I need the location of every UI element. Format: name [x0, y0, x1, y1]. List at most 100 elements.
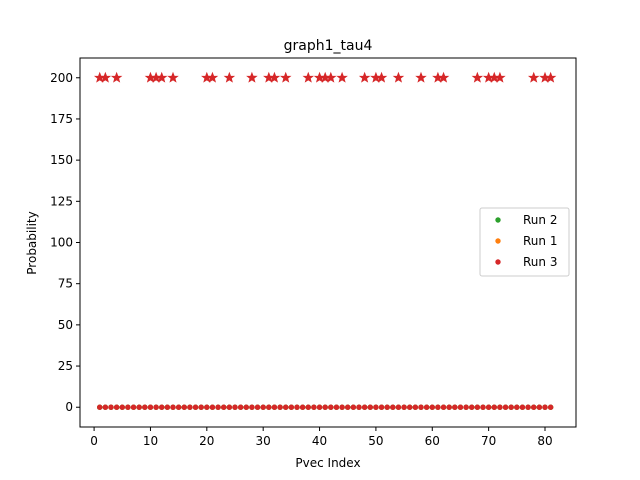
data-point — [142, 404, 148, 410]
data-point-star — [544, 71, 557, 83]
data-point — [328, 404, 334, 410]
data-point — [339, 404, 345, 410]
data-point — [232, 404, 238, 410]
data-point — [243, 404, 249, 410]
data-point — [547, 404, 554, 410]
data-point — [254, 404, 261, 410]
x-tick-label: 40 — [312, 434, 327, 448]
data-point — [311, 404, 317, 410]
series-unlabeled-stars — [93, 71, 557, 83]
x-tick-label: 70 — [481, 434, 496, 448]
data-point — [469, 404, 475, 410]
data-point — [181, 404, 187, 410]
data-point — [170, 404, 176, 410]
data-point-star — [279, 71, 292, 83]
y-tick-label: 150 — [50, 153, 73, 167]
data-point — [350, 404, 357, 410]
data-point-star — [437, 71, 450, 83]
data-point — [283, 404, 289, 410]
data-point-star — [336, 71, 348, 83]
data-point — [164, 404, 171, 410]
data-point — [497, 404, 503, 410]
data-point — [322, 404, 328, 410]
y-tick-label: 100 — [50, 236, 73, 250]
legend-box — [479, 207, 570, 277]
data-point — [97, 404, 103, 410]
y-tick-label: 50 — [58, 318, 73, 332]
data-point — [305, 404, 311, 410]
data-point — [435, 404, 441, 410]
x-tick-label: 0 — [90, 434, 98, 448]
data-point — [153, 404, 159, 410]
x-tick-label: 80 — [537, 434, 552, 448]
y-axis: 0 25 50 75 100 125 150 175 200 — [50, 71, 80, 414]
data-point — [401, 404, 407, 410]
y-tick-label: 200 — [50, 71, 73, 85]
data-point — [136, 404, 142, 410]
x-tick-label: 60 — [425, 434, 440, 448]
data-point — [485, 404, 492, 410]
data-point-star — [471, 71, 484, 83]
data-point — [215, 404, 221, 410]
data-point — [491, 404, 497, 410]
data-point — [463, 404, 469, 410]
data-point — [502, 404, 509, 410]
data-point — [266, 404, 272, 410]
data-point — [187, 404, 193, 410]
data-point — [130, 404, 137, 410]
data-point — [271, 404, 278, 410]
x-tick-label: 50 — [368, 434, 383, 448]
data-point-star — [415, 71, 427, 83]
chart-title: graph1_tau4 — [284, 38, 373, 54]
data-point — [395, 404, 402, 410]
data-point-star — [268, 71, 281, 83]
data-point-star — [527, 71, 540, 83]
data-point — [249, 404, 255, 410]
data-point — [102, 404, 109, 410]
data-point — [446, 404, 452, 410]
data-point — [175, 404, 182, 410]
data-point-star — [155, 71, 168, 83]
data-point — [519, 404, 526, 410]
y-tick-label: 175 — [50, 112, 73, 126]
data-point — [429, 404, 435, 410]
data-point — [147, 404, 154, 410]
data-point — [457, 404, 464, 410]
data-point — [277, 404, 283, 410]
data-point — [440, 404, 447, 410]
data-point — [260, 404, 266, 410]
x-tick-label: 10 — [143, 434, 158, 448]
data-point — [418, 404, 424, 410]
data-marks — [93, 71, 557, 410]
legend: Run 2 Run 1 Run 3 — [479, 207, 570, 277]
data-point-star — [325, 71, 337, 83]
data-point-star — [246, 71, 258, 83]
data-point-star — [375, 71, 388, 83]
data-point — [226, 404, 233, 410]
data-point — [367, 404, 373, 410]
y-tick-label: 0 — [65, 400, 73, 414]
data-point — [221, 404, 227, 410]
data-point — [299, 404, 306, 410]
data-point — [356, 404, 362, 410]
data-point — [108, 404, 114, 410]
data-point-star — [392, 71, 405, 83]
y-tick-label: 25 — [58, 359, 73, 373]
data-point-star — [223, 71, 236, 83]
data-point — [480, 404, 486, 410]
data-point-star — [99, 71, 112, 83]
legend-marker — [495, 259, 501, 265]
data-point — [345, 404, 351, 410]
data-point — [159, 404, 165, 410]
data-point — [119, 404, 125, 410]
legend-marker — [495, 238, 501, 244]
data-point — [390, 404, 396, 410]
x-axis: 0 10 20 30 40 50 60 70 80 — [90, 427, 553, 448]
data-point — [192, 404, 199, 410]
data-point — [237, 404, 244, 410]
data-point — [288, 404, 295, 410]
data-point — [423, 404, 430, 410]
legend-marker — [495, 217, 501, 223]
x-axis-label: Pvec Index — [295, 456, 360, 470]
